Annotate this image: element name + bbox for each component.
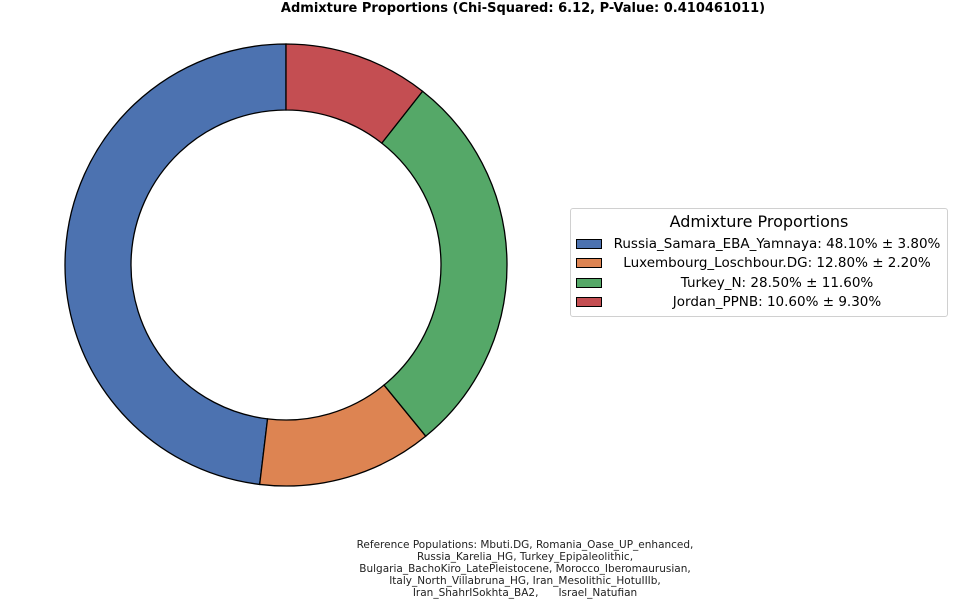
legend-label-turkey-n: Turkey_N: 28.50% ± 11.60% [680, 275, 874, 291]
legend-item-yamnaya: Russia_Samara_EBA_Yamnaya: 48.10% ± 3.80… [571, 236, 947, 254]
donut-slice-yamnaya [64, 43, 287, 486]
legend-swatch-jordan-ppnb [576, 297, 602, 307]
legend-item-loschbour: Luxembourg_Loschbour.DG: 12.80% ± 2.20% [571, 255, 947, 273]
footnote-line: Russia_Karelia_HG, Turkey_Epipaleolithic… [416, 551, 634, 563]
footnote-line: Italy_North_Villabruna_HG, Iran_Mesolith… [389, 575, 661, 587]
footnote-line: Iran_ShahrISokhta_BA2, Israel_Natufian [412, 587, 638, 599]
legend-label-jordan-ppnb: Jordan_PPNB: 10.60% ± 9.30% [672, 294, 882, 310]
legend-item-turkey-n: Turkey_N: 28.50% ± 11.60% [571, 275, 947, 293]
footnote-line: Reference Populations: Mbuti.DG, Romania… [356, 539, 694, 551]
legend-label-loschbour: Luxembourg_Loschbour.DG: 12.80% ± 2.20% [623, 255, 931, 271]
chart-title: Admixture Proportions (Chi-Squared: 6.12… [280, 1, 766, 16]
legend: Admixture Proportions Russia_Samara_EBA_… [570, 208, 948, 317]
legend-title: Admixture Proportions [669, 212, 849, 231]
reference-populations-note: Reference Populations: Mbuti.DG, Romania… [300, 539, 750, 599]
donut-slice-turkey-n [380, 90, 508, 438]
legend-swatch-turkey-n [576, 278, 602, 288]
legend-item-jordan-ppnb: Jordan_PPNB: 10.60% ± 9.30% [571, 294, 947, 312]
legend-swatch-yamnaya [576, 239, 602, 249]
footnote-line: Bulgaria_BachoKiro_LatePleistocene, Moro… [359, 563, 691, 575]
legend-label-yamnaya: Russia_Samara_EBA_Yamnaya: 48.10% ± 3.80… [613, 236, 941, 252]
donut-slice-jordan-ppnb [285, 43, 424, 145]
legend-swatch-loschbour [576, 258, 602, 268]
